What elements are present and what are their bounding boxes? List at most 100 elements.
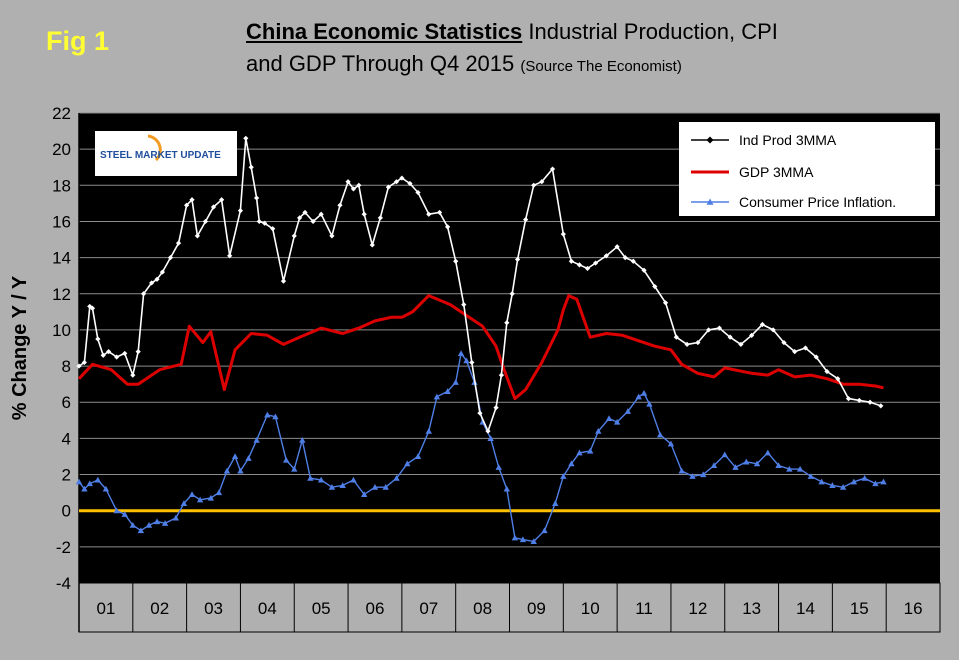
- data-point: [662, 300, 669, 306]
- data-point: [667, 440, 675, 447]
- data-point: [135, 349, 141, 355]
- data-point: [318, 211, 324, 217]
- data-point: [237, 467, 244, 474]
- data-point: [114, 354, 120, 360]
- data-point: [272, 413, 279, 420]
- data-point: [802, 345, 809, 351]
- data-point: [262, 220, 268, 226]
- data-point: [280, 278, 287, 284]
- logo-arc-icon: [147, 134, 162, 162]
- data-point: [202, 218, 209, 225]
- legend: Ind Prod 3MMA GDP 3MMA Consumer Price Infl…: [679, 122, 935, 216]
- data-point: [207, 494, 215, 501]
- chart-subtitle: and GDP Through Q4 2015 (Source The Econ…: [246, 51, 682, 77]
- data-point: [253, 195, 260, 201]
- y-tick-label: 2: [62, 466, 71, 485]
- data-point: [630, 258, 636, 264]
- series-1: [77, 294, 884, 401]
- data-point: [219, 197, 225, 203]
- data-point: [818, 478, 825, 485]
- data-point: [673, 334, 679, 340]
- data-point: [310, 218, 316, 225]
- series-2: [75, 350, 887, 544]
- data-point: [716, 325, 722, 331]
- data-point: [641, 267, 647, 273]
- data-point: [253, 436, 260, 443]
- data-point: [552, 500, 559, 507]
- data-point: [732, 464, 739, 470]
- x-axis: 01 02 03 04 05 06 07 08 09 10 11 12 13 14 15 16: [78, 113, 941, 633]
- data-point: [196, 496, 204, 503]
- data-point: [753, 460, 761, 467]
- data-point: [781, 339, 787, 346]
- data-point: [684, 341, 690, 347]
- data-point: [485, 428, 491, 434]
- data-point: [541, 527, 548, 534]
- data-point: [243, 135, 249, 141]
- data-point: [245, 455, 252, 461]
- data-point: [89, 305, 96, 311]
- data-point: [560, 231, 566, 237]
- data-point: [539, 179, 545, 185]
- data-point: [102, 485, 110, 492]
- data-point: [404, 460, 411, 467]
- x-tick-label: 05: [312, 599, 331, 618]
- data-point: [463, 357, 470, 364]
- data-point: [850, 478, 858, 485]
- data-point: [194, 233, 200, 239]
- data-point: [738, 341, 744, 347]
- data-point: [861, 474, 868, 481]
- y-tick-label: 20: [52, 140, 71, 159]
- data-point: [415, 189, 421, 196]
- data-point: [425, 427, 432, 434]
- data-point: [264, 411, 271, 418]
- data-point: [270, 226, 276, 232]
- data-point: [361, 491, 368, 497]
- data-point: [291, 233, 297, 239]
- data-point: [137, 527, 145, 534]
- data-point: [161, 520, 169, 526]
- data-point: [487, 435, 494, 441]
- data-point: [652, 283, 658, 290]
- data-point: [872, 480, 879, 487]
- data-point: [130, 372, 136, 378]
- data-point: [514, 256, 521, 263]
- data-point: [382, 483, 389, 490]
- figure-label: Fig 1: [46, 26, 110, 56]
- data-point: [377, 215, 383, 221]
- y-tick-label: 10: [52, 321, 71, 340]
- data-point: [635, 393, 642, 400]
- data-point: [188, 491, 196, 497]
- y-tick-label: 18: [52, 176, 71, 195]
- data-point: [350, 186, 357, 192]
- data-point: [302, 209, 308, 216]
- data-point: [568, 460, 575, 467]
- data-point: [317, 476, 325, 483]
- legend-marker: [706, 136, 714, 144]
- y-tick-label: 4: [62, 429, 71, 448]
- data-point: [189, 197, 195, 203]
- data-point: [282, 456, 290, 463]
- data-point: [622, 255, 628, 261]
- data-point: [613, 418, 621, 425]
- data-point: [256, 218, 262, 225]
- steel-market-update-logo: STEEL MARKET UPDATE: [95, 131, 237, 176]
- chart-title-main: China Economic Statistics: [246, 19, 523, 44]
- data-point: [81, 485, 88, 492]
- data-point: [727, 334, 733, 340]
- x-tick-label: 04: [258, 599, 277, 618]
- data-point: [829, 482, 836, 488]
- data-point: [519, 536, 527, 543]
- data-point: [297, 215, 303, 221]
- data-point: [593, 260, 599, 266]
- data-point: [880, 478, 887, 485]
- data-point: [452, 379, 459, 385]
- x-tick-label: 03: [204, 599, 223, 618]
- y-tick-label: -2: [56, 538, 71, 557]
- data-point: [121, 511, 128, 517]
- data-point: [700, 471, 707, 478]
- data-point: [656, 431, 664, 438]
- data-point: [587, 447, 594, 454]
- x-tick-label: 14: [796, 599, 815, 618]
- data-point: [81, 359, 87, 366]
